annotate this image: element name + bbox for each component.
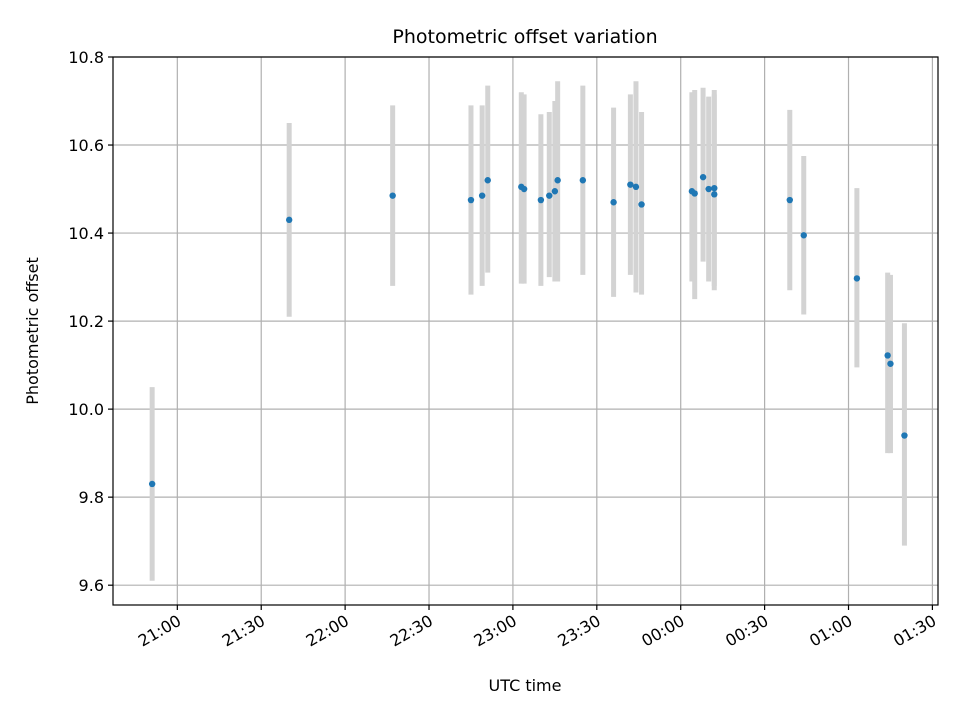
data-point [285, 216, 293, 224]
y-tick-label: 10.0 [68, 400, 104, 419]
data-point [520, 185, 528, 193]
y-tick-label: 9.8 [79, 488, 104, 507]
data-point [484, 177, 491, 184]
data-point [691, 190, 698, 197]
data-point [579, 177, 587, 184]
data-point [711, 184, 718, 192]
data-point [800, 232, 807, 239]
data-point [148, 480, 156, 488]
chart-title: Photometric offset variation [392, 26, 657, 48]
y-axis: 9.6 9.8 10.0 10.2 10.4 10.6 10.8 [68, 48, 113, 595]
plot-frame [112, 56, 939, 606]
data-point [554, 177, 561, 184]
y-tick-label: 10.8 [68, 48, 104, 67]
data-point [786, 196, 793, 204]
y-tick-label: 10.2 [68, 312, 104, 331]
data-point [551, 188, 559, 195]
data-point [627, 181, 634, 188]
data-point [389, 192, 396, 199]
data-point [537, 196, 545, 204]
data-point [546, 192, 553, 199]
data-point [638, 201, 645, 208]
data-point [478, 192, 486, 199]
data-points [148, 173, 908, 488]
data-point [887, 360, 894, 367]
data-point [711, 191, 718, 198]
data-point [699, 173, 707, 181]
y-tick-label: 9.6 [79, 576, 104, 595]
data-point [610, 199, 617, 206]
y-tick-label: 10.6 [68, 136, 104, 155]
data-point [705, 185, 712, 193]
data-point [632, 183, 640, 191]
data-point [901, 432, 908, 439]
data-point [884, 352, 891, 359]
y-axis-title: Photometric offset [23, 257, 42, 405]
data-point [467, 196, 475, 204]
y-tick-label: 10.4 [68, 224, 104, 243]
data-point [853, 275, 861, 282]
x-axis-title: UTC time [489, 676, 562, 695]
